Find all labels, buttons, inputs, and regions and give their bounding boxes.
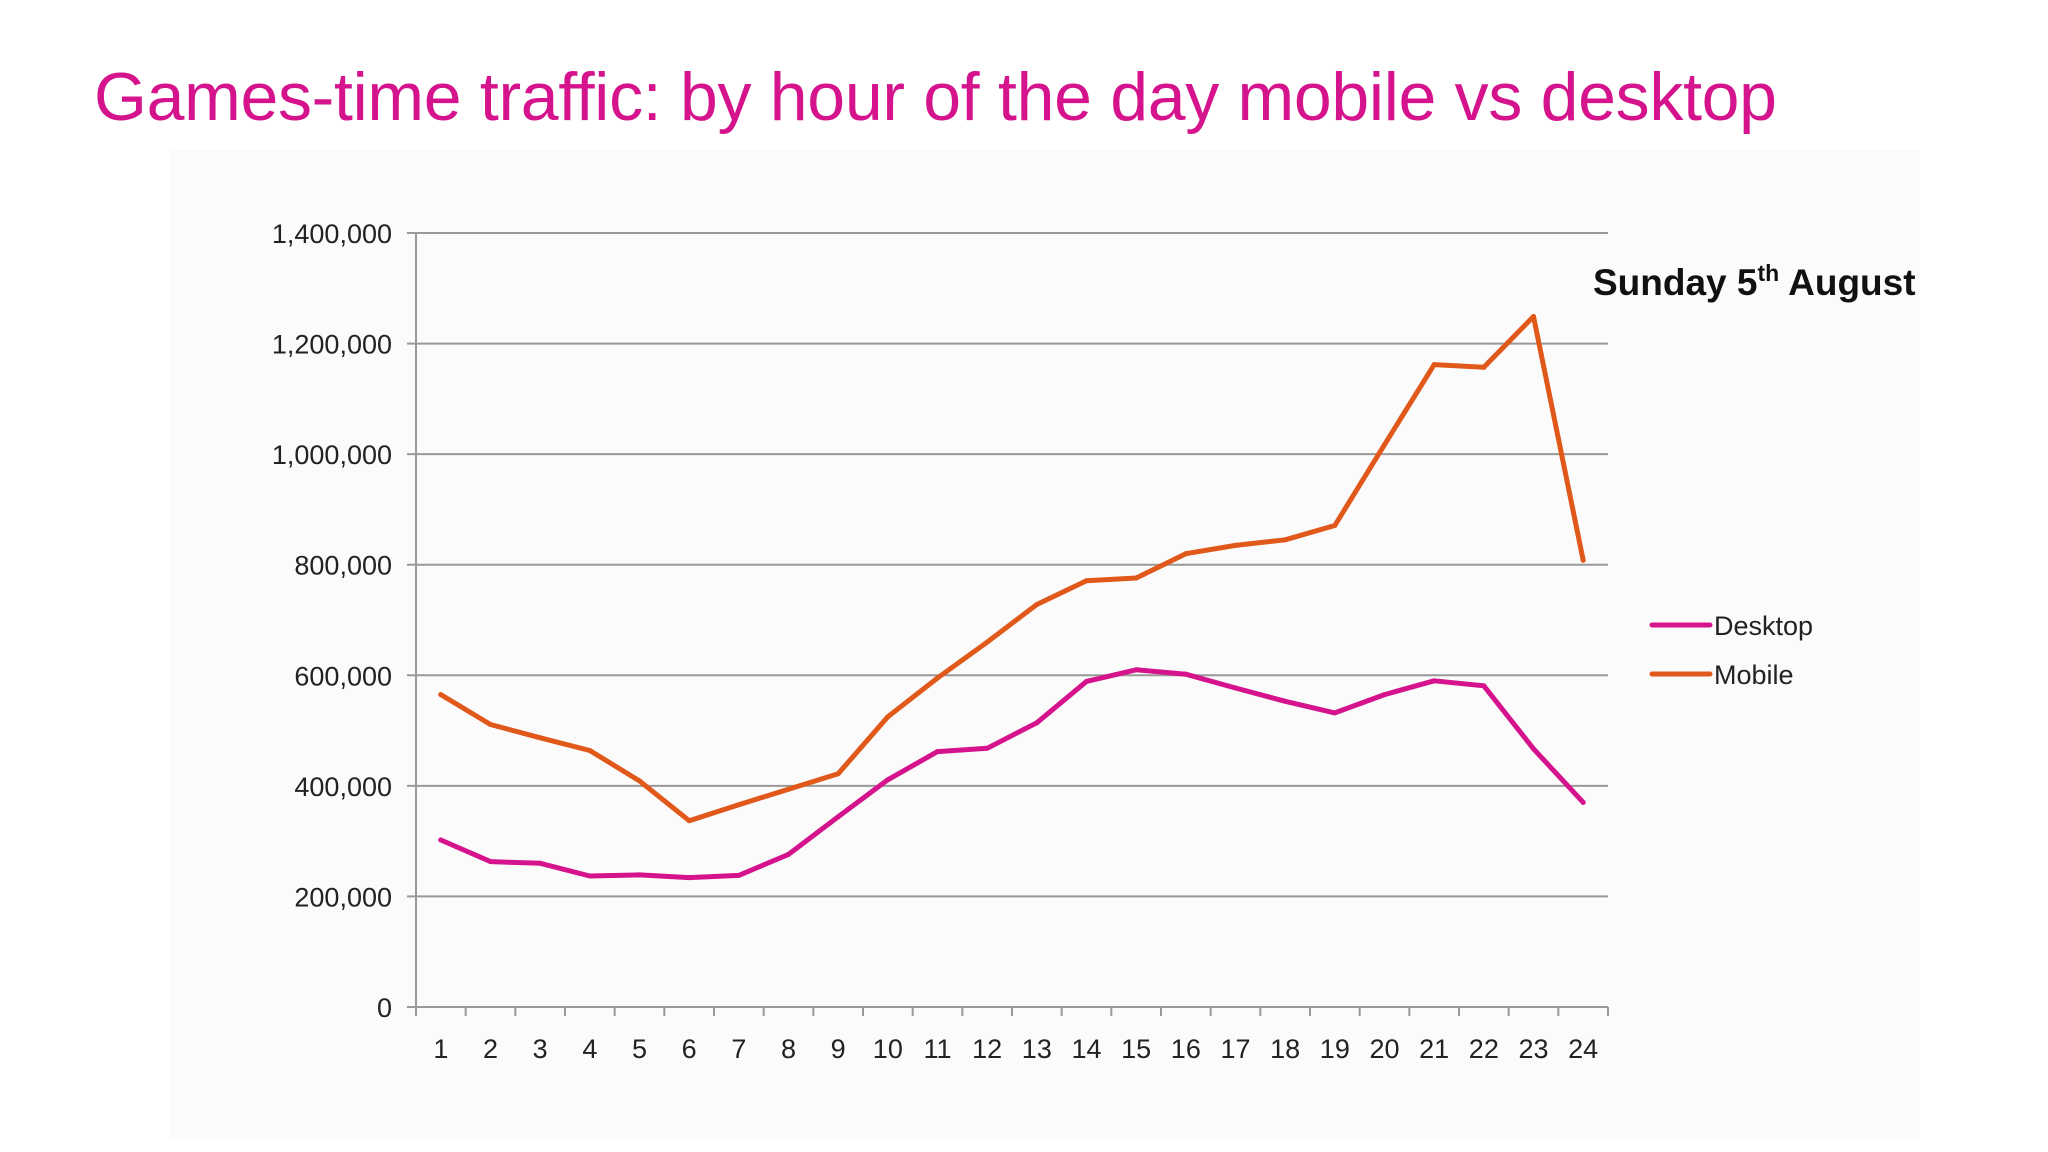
x-tick-label: 5 xyxy=(632,1034,647,1064)
data-point-desktop xyxy=(835,814,841,820)
data-point-desktop xyxy=(1382,692,1387,698)
y-tick-label: 1,200,000 xyxy=(272,330,392,360)
legend: Desktop Mobile xyxy=(1649,611,1813,690)
data-point-mobile xyxy=(488,721,493,727)
data-point-mobile xyxy=(984,639,990,645)
x-tick-label: 17 xyxy=(1220,1034,1250,1064)
annotation-sup: th xyxy=(1757,260,1780,286)
data-point-mobile xyxy=(1481,364,1487,370)
data-point-mobile xyxy=(537,735,543,741)
x-tick-label: 20 xyxy=(1369,1034,1399,1064)
data-point-mobile xyxy=(587,747,593,753)
x-tick-label: 21 xyxy=(1419,1034,1449,1064)
x-tick-label: 3 xyxy=(533,1034,548,1064)
legend-label: Mobile xyxy=(1714,660,1794,690)
y-tick-label: 800,000 xyxy=(294,551,392,581)
data-point-mobile xyxy=(686,818,692,824)
data-point-mobile xyxy=(835,771,841,777)
data-point-desktop xyxy=(537,860,543,866)
data-point-desktop xyxy=(1233,685,1238,691)
data-point-mobile xyxy=(438,692,444,698)
data-point-mobile xyxy=(1431,362,1437,368)
data-point-desktop xyxy=(1531,746,1536,752)
x-tick-label: 22 xyxy=(1469,1034,1499,1064)
data-point-desktop xyxy=(587,873,593,879)
data-point-desktop xyxy=(1183,671,1189,677)
annotation-main: Sunday 5 xyxy=(1593,262,1758,303)
data-point-desktop xyxy=(1133,667,1139,673)
data-point-mobile xyxy=(1233,542,1238,548)
x-tick-label: 18 xyxy=(1270,1034,1300,1064)
data-point-desktop xyxy=(1084,678,1089,684)
y-tick-label: 600,000 xyxy=(294,661,392,691)
x-tick-label: 7 xyxy=(731,1034,746,1064)
x-tick-label: 23 xyxy=(1518,1034,1548,1064)
x-tick-label: 19 xyxy=(1320,1034,1350,1064)
data-point-mobile xyxy=(786,786,791,792)
data-point-desktop xyxy=(885,777,891,783)
x-tick-label: 1 xyxy=(433,1034,448,1064)
x-tick-label: 9 xyxy=(831,1034,846,1064)
data-point-mobile xyxy=(935,675,940,681)
x-tick-label: 16 xyxy=(1171,1034,1201,1064)
series-line-desktop xyxy=(438,667,1586,881)
data-point-mobile xyxy=(1332,522,1338,528)
data-point-desktop xyxy=(1282,698,1288,704)
data-point-desktop xyxy=(935,749,940,755)
data-point-mobile xyxy=(1531,313,1536,319)
data-point-mobile xyxy=(1282,537,1288,543)
chart-panel xyxy=(170,150,1920,1140)
y-tick-label: 0 xyxy=(377,993,392,1023)
gridlines xyxy=(416,232,1608,898)
series-lines xyxy=(438,313,1586,881)
data-point-desktop xyxy=(637,872,642,878)
x-tick-label: 14 xyxy=(1071,1034,1101,1064)
y-tick-label: 400,000 xyxy=(294,772,392,802)
data-point-desktop xyxy=(686,875,692,881)
data-point-mobile xyxy=(1382,442,1387,448)
data-point-desktop xyxy=(736,872,742,878)
x-tick-label: 12 xyxy=(972,1034,1002,1064)
legend-label: Desktop xyxy=(1714,611,1813,641)
data-point-mobile xyxy=(736,802,742,808)
data-point-mobile xyxy=(1580,557,1586,563)
data-point-desktop xyxy=(1332,710,1338,716)
y-tick-label: 1,000,000 xyxy=(272,440,392,470)
data-point-desktop xyxy=(438,837,444,843)
data-point-desktop xyxy=(984,745,990,751)
x-tick-label: 13 xyxy=(1022,1034,1052,1064)
data-point-mobile xyxy=(1183,551,1189,557)
annotation-rest: August xyxy=(1779,262,1916,303)
x-tick-label: 4 xyxy=(582,1034,597,1064)
x-tick-label: 8 xyxy=(781,1034,796,1064)
axes: 0 200,000 400,000 600,000 800,000 1,000,000 1,… xyxy=(272,219,1609,1064)
x-tick-label: 10 xyxy=(873,1034,903,1064)
data-point-mobile xyxy=(637,778,642,784)
y-tick-label: 200,000 xyxy=(294,882,392,912)
data-point-desktop xyxy=(1034,720,1040,726)
data-point-desktop xyxy=(786,851,791,857)
data-point-mobile xyxy=(1034,602,1040,608)
data-point-desktop xyxy=(1580,799,1586,805)
y-tick-label: 1,400,000 xyxy=(272,219,392,249)
series-line-mobile xyxy=(438,314,1586,824)
chart-annotation: Sunday 5th August xyxy=(1593,262,1916,304)
x-tick-label: 24 xyxy=(1568,1034,1598,1064)
data-point-mobile xyxy=(1133,575,1139,581)
data-point-desktop xyxy=(1481,683,1487,689)
x-tick-label: 15 xyxy=(1121,1034,1151,1064)
data-point-desktop xyxy=(488,859,493,865)
x-tick-label: 6 xyxy=(682,1034,697,1064)
x-tick-label: 2 xyxy=(483,1034,498,1064)
data-point-mobile xyxy=(1084,578,1089,584)
data-point-desktop xyxy=(1431,678,1437,684)
x-tick-label: 11 xyxy=(923,1034,951,1064)
data-point-mobile xyxy=(885,714,891,720)
page-title: Games-time traffic: by hour of the day m… xyxy=(94,59,1777,135)
